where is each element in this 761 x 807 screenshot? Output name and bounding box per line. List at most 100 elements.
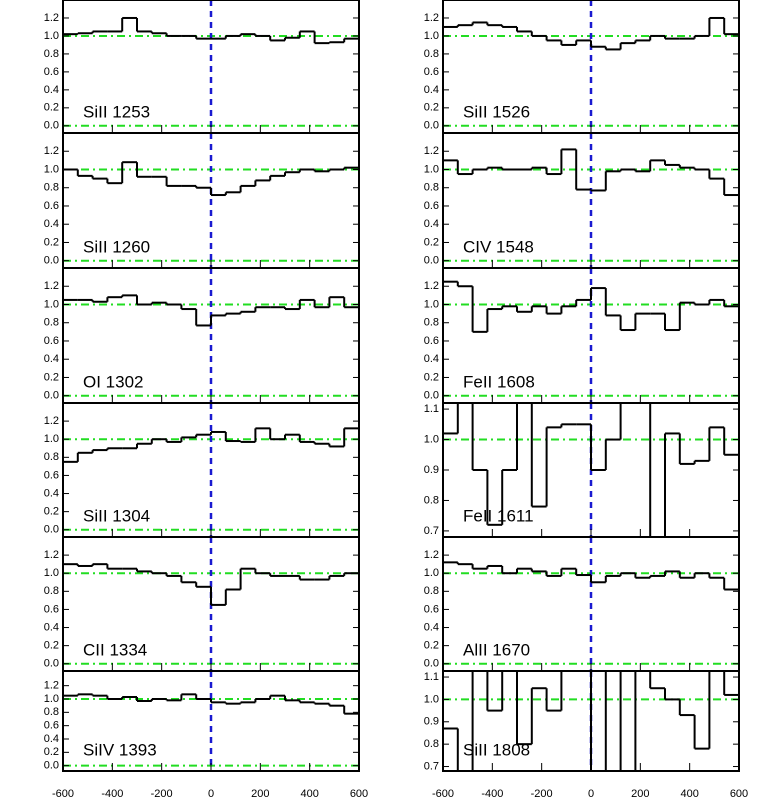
- x-tick-label: -200: [531, 788, 553, 800]
- y-tick-label: 0.2: [424, 236, 439, 248]
- y-tick-label: 0.0: [44, 120, 59, 132]
- y-tick-label: 1.0: [424, 693, 439, 705]
- y-tick-label: 0.4: [44, 353, 59, 365]
- y-tick-label: 0.8: [44, 585, 59, 597]
- y-tick-label: 0.6: [44, 66, 59, 78]
- y-tick-label: 1.0: [424, 298, 439, 310]
- x-tick-label: 600: [730, 788, 748, 800]
- y-tick-label: 1.2: [44, 280, 59, 292]
- y-tick-label: 0.4: [44, 487, 59, 499]
- panel: 0.0 0.2 0.4 0.6 0.8 1.0 1.2 CII 1334: [44, 536, 360, 672]
- y-tick-label: 0.0: [44, 760, 59, 772]
- x-tick-label: -600: [52, 788, 74, 800]
- y-tick-label: 0.7: [424, 760, 439, 772]
- y-tick-label: 0.4: [424, 621, 439, 633]
- panel-title: CII 1334: [83, 640, 147, 659]
- panel-title: SiII 1260: [83, 237, 150, 256]
- y-tick-label: 0.0: [44, 524, 59, 536]
- x-tick-label: 400: [680, 788, 698, 800]
- y-tick-label: 0.2: [44, 102, 59, 114]
- y-tick-label: 1.0: [44, 163, 59, 175]
- panel-title: FeII 1608: [463, 372, 535, 391]
- y-tick-label: 0.0: [424, 255, 439, 267]
- x-tick-label: -400: [101, 788, 123, 800]
- x-tick-label: 200: [631, 788, 649, 800]
- y-tick-label: 0.8: [424, 182, 439, 194]
- panel: 0.0 0.2 0.4 0.6 0.8 1.0 1.2 CIV 1548: [424, 132, 740, 269]
- y-tick-label: 0.6: [44, 469, 59, 481]
- y-tick-label: 0.4: [44, 621, 59, 633]
- y-tick-label: 1.2: [44, 549, 59, 561]
- plot-area: [443, 403, 739, 537]
- y-tick-label: 0.2: [44, 236, 59, 248]
- y-tick-label: 0.6: [44, 335, 59, 347]
- y-tick-label: 0.8: [424, 48, 439, 60]
- panel: 0.0 0.2 0.4 0.6 0.8 1.0 1.2 SiII 1304: [44, 402, 360, 538]
- y-tick-label: 0.6: [44, 200, 59, 212]
- x-tick-label: 400: [300, 788, 318, 800]
- y-tick-label: 0.0: [44, 255, 59, 267]
- y-tick-label: 0.8: [44, 317, 59, 329]
- y-tick-label: 0.2: [424, 640, 439, 652]
- y-tick-label: 1.0: [44, 30, 59, 42]
- panel-title: OI 1302: [83, 372, 144, 391]
- y-tick-label: 1.0: [44, 693, 59, 705]
- y-tick-label: 0.8: [424, 494, 439, 506]
- x-tick-label: -400: [481, 788, 503, 800]
- panel-title: SiII 1304: [83, 506, 150, 525]
- panel: 0.0 0.20.40.6 0.81.01.2 -600 -400 -200 0 200 400…: [44, 670, 368, 800]
- y-tick-label: 1.2: [44, 415, 59, 427]
- y-tick-label: 0.4: [44, 84, 59, 96]
- y-tick-label: 0.0: [44, 390, 59, 402]
- y-tick-label: 1.2: [44, 145, 59, 157]
- y-tick-label: 0.2: [44, 506, 59, 518]
- panel-title: SiII 1808: [463, 740, 530, 759]
- panel-frame: [442, 670, 740, 772]
- y-tick-label: 0.4: [44, 218, 59, 230]
- y-tick-label: 0.0: [424, 658, 439, 670]
- y-tick-label: 0.8: [44, 182, 59, 194]
- y-tick-label: 1.1: [424, 671, 439, 683]
- y-tick-label: 0.2: [424, 371, 439, 383]
- y-tick-label: 0.4: [424, 353, 439, 365]
- y-tick-label: 1.2: [44, 12, 59, 24]
- panel: 0.0 0.2 0.4 0.6 0.8 1.0 1.2 SiII 1526: [424, 0, 740, 134]
- panel-title: AlII 1670: [463, 640, 530, 659]
- y-tick-label: 0.9: [424, 464, 439, 476]
- plot-area: [443, 671, 739, 771]
- panel: 0.7 0.8 0.9 1.0 1.1 -600 -400 -200 0 200 400 600 SiI…: [424, 670, 748, 800]
- y-tick-label: 0.0: [44, 658, 59, 670]
- panel: 0.0 0.2 0.4 0.6 0.8 1.0 1.2 FeII 1608: [424, 267, 740, 404]
- y-tick-label: 0.2: [44, 640, 59, 652]
- y-tick-label: 1.2: [424, 145, 439, 157]
- y-tick-label: 1.1: [424, 403, 439, 415]
- y-tick-label: 1.0: [424, 163, 439, 175]
- x-tick-label: 600: [350, 788, 368, 800]
- y-tick-label: 1.2: [424, 280, 439, 292]
- panel-title: SiII 1253: [83, 102, 150, 121]
- y-tick-label: 0.6: [44, 603, 59, 615]
- y-tick-label: 0.2: [44, 371, 59, 383]
- y-tick-label: 0.6: [424, 603, 439, 615]
- y-tick-label: 0.8: [424, 317, 439, 329]
- y-tick-label: 0.6: [424, 335, 439, 347]
- x-tick-label: 0: [208, 788, 214, 800]
- y-tick-label: 1.0: [44, 567, 59, 579]
- panel-title: CIV 1548: [463, 237, 534, 256]
- y-tick-label: 1.2: [424, 12, 439, 24]
- x-tick-label: -200: [151, 788, 173, 800]
- panel: 0.0 0.2 0.4 0.6 0.8 1.0 1.2 SiII 1260: [44, 132, 360, 269]
- y-tick-label: 1.0: [424, 30, 439, 42]
- y-tick-label: 0.8: [424, 585, 439, 597]
- y-tick-label: 0.2: [424, 102, 439, 114]
- y-tick-label: 0.4: [424, 218, 439, 230]
- y-tick-label: 0.7: [424, 525, 439, 537]
- y-tick-label: 1.2: [424, 549, 439, 561]
- y-tick-label: 0.6: [424, 66, 439, 78]
- y-tick-label: 0.8: [424, 738, 439, 750]
- y-tick-label: 1.0: [424, 433, 439, 445]
- y-tick-label: 0.4: [424, 84, 439, 96]
- x-tick-label: 200: [251, 788, 269, 800]
- panel: 0.0 0.2 0.4 0.6 0.8 1.0 1.2 OI 1302: [44, 267, 360, 404]
